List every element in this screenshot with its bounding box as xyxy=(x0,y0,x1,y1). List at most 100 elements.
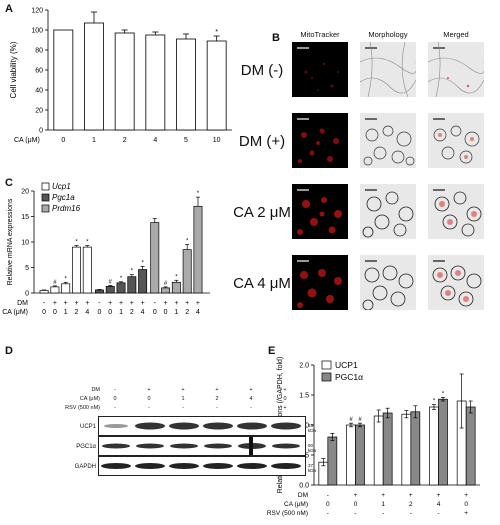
blot-header-cell: 1 xyxy=(181,396,185,402)
significance-mark: * xyxy=(75,240,78,246)
micrograph-mitotracker-dm-plus xyxy=(292,113,348,168)
panel-label-e: E xyxy=(268,345,276,357)
significance-mark: * xyxy=(65,276,68,282)
bar xyxy=(410,411,421,486)
bar xyxy=(171,281,181,294)
dm-cell: + xyxy=(85,300,89,307)
legend-swatch xyxy=(41,182,50,191)
bar xyxy=(382,412,393,486)
y-tick-label: 0 xyxy=(39,128,43,135)
blot-label-gapdh: GAPDH xyxy=(74,464,96,470)
micrograph-merged-ca-2 xyxy=(428,184,484,239)
dm-cell: + xyxy=(185,300,189,307)
bar xyxy=(176,38,196,131)
blot-header-cell: 0 xyxy=(147,396,151,402)
rsv-cell: - xyxy=(327,510,329,517)
ca-cell: 0 xyxy=(164,309,168,316)
y-tick-label: 60 xyxy=(35,68,43,75)
significance-mark: * xyxy=(141,260,144,266)
bar xyxy=(429,406,439,486)
ca-cell: 0 xyxy=(354,501,358,508)
ca-cell: 4 xyxy=(141,309,145,316)
blot-header-cell: 2 xyxy=(215,396,219,402)
bar xyxy=(401,413,412,486)
legend-label: Pgc1a xyxy=(52,193,75,202)
significance-mark: # xyxy=(358,417,362,423)
micrograph-merged-dm-minus xyxy=(428,42,484,97)
blot-header-rsv-label: RSV (500 nM) xyxy=(65,405,100,411)
ca-cell: 2 xyxy=(130,309,134,316)
bar xyxy=(346,424,356,486)
bar xyxy=(161,287,171,294)
bar xyxy=(82,246,92,294)
micrograph-morphology-dm-plus xyxy=(360,113,416,168)
blot-band-ucp1 xyxy=(98,416,306,436)
dm-cell: + xyxy=(130,300,134,307)
significance-mark: * xyxy=(215,29,218,36)
significance-mark: * xyxy=(131,269,134,275)
significance-mark: * xyxy=(442,391,445,397)
bar xyxy=(438,398,448,486)
ca-cell: 1 xyxy=(174,309,178,316)
x-tick-label: 5 xyxy=(184,137,188,144)
legend-swatch xyxy=(321,360,332,370)
dm-cell: - xyxy=(98,300,101,307)
bar xyxy=(116,282,126,294)
blot-header-cell: - xyxy=(182,405,184,411)
dm-cell: + xyxy=(141,300,145,307)
y-axis-label: Cell viability (%) xyxy=(9,41,18,98)
dm-cell: + xyxy=(64,300,68,307)
blot-header-cell: - xyxy=(216,405,218,411)
ca-cell: 1 xyxy=(381,501,385,508)
kda-gapdh: 37 kDa xyxy=(308,463,317,473)
bar xyxy=(84,22,104,131)
rsv-cell: + xyxy=(464,510,468,517)
dm-cell: + xyxy=(53,300,57,307)
blot-header-cell: 0 xyxy=(283,396,287,402)
kda-pgc1a: 90 kDa xyxy=(308,443,317,453)
y-tick-label: 2.0 xyxy=(299,363,309,370)
col-header-merged: Merged xyxy=(443,30,469,39)
blot-header-cell: - xyxy=(148,405,150,411)
y-tick-label: 0.0 xyxy=(299,483,309,490)
rsv-cell: - xyxy=(354,510,356,517)
blot-header-cell: + xyxy=(249,387,253,393)
bar xyxy=(182,249,192,294)
bar xyxy=(355,424,365,486)
dm-cell: + xyxy=(119,300,123,307)
row-label-dm-minus: DM (-) xyxy=(240,62,284,79)
viability-chart: 0 20 40 60 80 100 120 Cell viability (%) 0 1 2 4 5 * 1… xyxy=(9,8,232,144)
row-label-ca-4: CA 4 μM xyxy=(233,275,291,292)
blot-header-cell: 0 xyxy=(113,396,117,402)
blot-header-cell: + xyxy=(181,387,185,393)
x-axis-label: CA (μM) xyxy=(14,137,40,144)
col-header-mitotracker: MitoTracker xyxy=(300,30,340,39)
significance-mark: # xyxy=(164,281,168,287)
bar xyxy=(465,406,476,486)
micrograph-mitotracker-ca-2 xyxy=(292,184,348,239)
significance-mark: # xyxy=(349,417,353,423)
ca-cell: 4 xyxy=(437,501,441,508)
significance-mark: * xyxy=(433,399,436,405)
dm-cell: + xyxy=(74,300,78,307)
blot-header-ca-label: CA (μM) xyxy=(79,396,100,402)
ca-cell: 2 xyxy=(185,309,189,316)
dm-cell: + xyxy=(409,492,413,499)
legend-swatch xyxy=(41,204,50,213)
x-tick-label: 10 xyxy=(213,137,221,144)
row-label-dm-plus: DM (+) xyxy=(238,133,286,150)
ca-cell: 1 xyxy=(119,309,123,316)
blot-header-cell: + xyxy=(147,387,151,393)
row-label-ca: CA (μM) xyxy=(284,501,308,508)
dm-cell: + xyxy=(108,300,112,307)
legend-swatch xyxy=(321,372,332,382)
rsv-cell: - xyxy=(382,510,384,517)
bar xyxy=(105,286,115,294)
y-tick-label: 5 xyxy=(25,265,29,272)
dm-cell: + xyxy=(354,492,358,499)
ca-cell: 0 xyxy=(464,501,468,508)
bar xyxy=(114,32,135,131)
rsv-cell: - xyxy=(410,510,412,517)
blot-header-cell: - xyxy=(114,387,116,393)
